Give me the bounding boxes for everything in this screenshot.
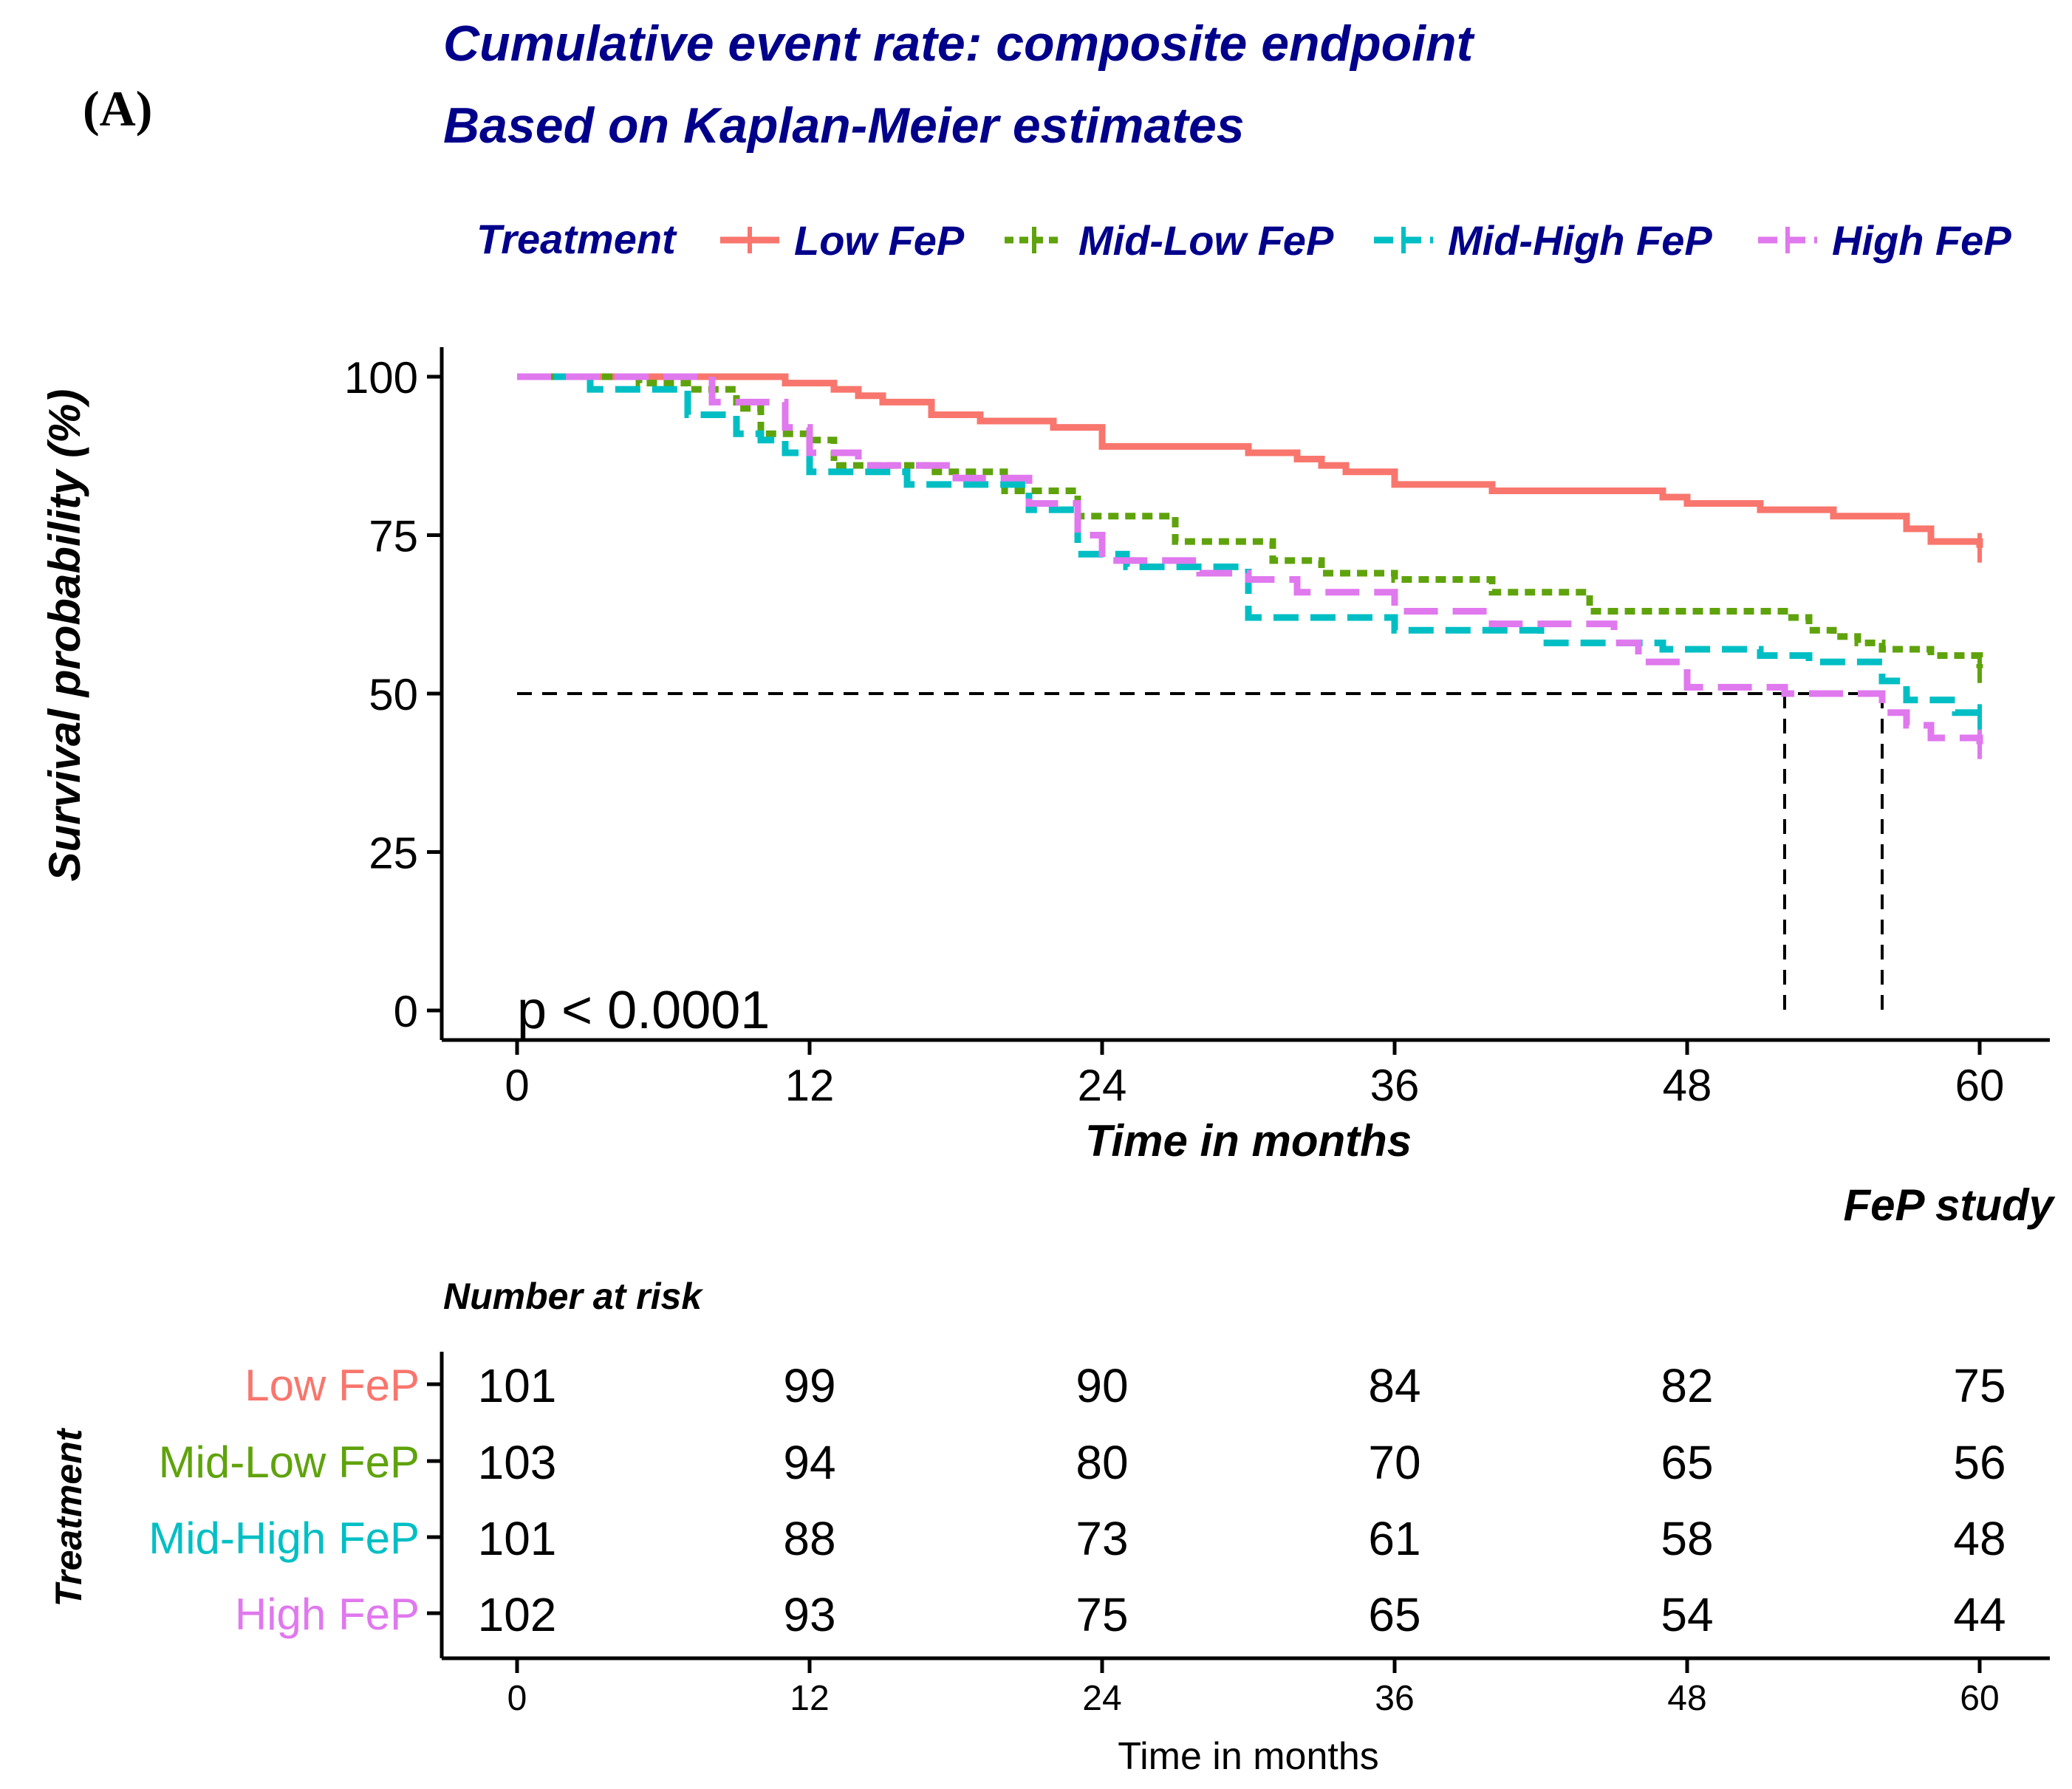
risk-x-tick-label: 24 [1082,1679,1121,1718]
risk-x-tick-label: 0 [507,1679,527,1718]
risk-x-tick-label: 60 [1960,1679,1999,1718]
legend-label: Mid-High FeP [1448,217,1712,264]
risk-count: 65 [1368,1588,1420,1641]
risk-count: 54 [1661,1588,1713,1641]
risk-count: 82 [1661,1359,1713,1412]
y-tick-label: 100 [344,353,418,403]
x-tick-label: 12 [785,1061,835,1110]
risk-count: 90 [1076,1359,1128,1412]
series-line-mid-low-fep [517,373,1983,668]
risk-count: 65 [1661,1436,1713,1489]
risk-count: 99 [783,1359,835,1412]
y-tick-label: 50 [369,670,418,719]
y-tick-label: 25 [369,829,418,878]
risk-x-axis-title: Time in months [1118,1735,1379,1778]
risk-count: 75 [1076,1588,1128,1641]
y-tick-label: 0 [394,987,418,1036]
x-axis-title: Time in months [1085,1116,1412,1166]
legend-label: Low FeP [794,217,965,264]
risk-count: 101 [478,1512,557,1565]
series-line-low-fep [517,373,1983,548]
chart-subtitle: Based on Kaplan-Meier estimates [443,98,1245,154]
risk-count: 101 [478,1359,557,1412]
risk-count: 44 [1953,1588,2006,1641]
x-tick-label: 36 [1370,1061,1420,1110]
risk-count: 94 [783,1436,835,1489]
legend-label: Mid-Low FeP [1078,217,1334,264]
y-tick-label: 75 [369,512,418,561]
risk-count: 93 [783,1588,835,1641]
x-tick-label: 0 [505,1061,529,1110]
x-tick-label: 60 [1955,1061,2005,1110]
risk-table-row-title: Treatment [48,1427,89,1607]
x-tick-label: 24 [1078,1061,1127,1110]
legend-label: High FeP [1832,217,2011,264]
x-tick-label: 48 [1663,1061,1712,1110]
chart-title: Cumulative event rate: composite endpoin… [443,16,1475,72]
risk-table-title: Number at risk [443,1276,703,1317]
risk-count: 84 [1368,1359,1420,1412]
risk-table: Low FeP 101 99 90 84 82 75 Mid-Low FeP 103 94 80 70… [148,1352,2050,1718]
risk-count: 70 [1368,1436,1420,1489]
risk-count: 56 [1953,1436,2006,1489]
risk-row-label: High FeP [235,1590,420,1639]
risk-count: 61 [1368,1512,1420,1565]
risk-x-tick-label: 48 [1667,1679,1706,1718]
y-axis-title: Survival probability (%) [40,389,89,882]
p-value: p < 0.0001 [517,981,770,1040]
risk-row-label: Low FeP [245,1361,420,1410]
legend-title: Treatment [476,216,677,262]
risk-count: 103 [478,1436,557,1489]
series-line-mid-high-fep [517,373,1983,719]
panel-label: (A) [83,81,152,137]
risk-x-tick-label: 36 [1375,1679,1414,1718]
risk-count: 48 [1953,1512,2006,1565]
risk-count: 80 [1076,1436,1128,1489]
legend: Treatment Low FeP Mid-Low FeP Mid-High FeP… [476,216,2011,264]
risk-count: 75 [1953,1359,2006,1412]
series-line-high-fep [517,373,1983,745]
risk-count: 88 [783,1512,835,1565]
risk-row-label: Mid-Low FeP [159,1437,420,1487]
risk-count: 73 [1076,1512,1128,1565]
caption: FeP study [1843,1180,2055,1230]
plot-area: 0 25 50 75 100 0 12 24 36 48 60 [344,347,2050,1110]
risk-row-label: Mid-High FeP [148,1513,420,1563]
risk-count: 58 [1661,1512,1713,1565]
risk-count: 102 [478,1588,557,1641]
risk-x-tick-label: 12 [790,1679,829,1718]
